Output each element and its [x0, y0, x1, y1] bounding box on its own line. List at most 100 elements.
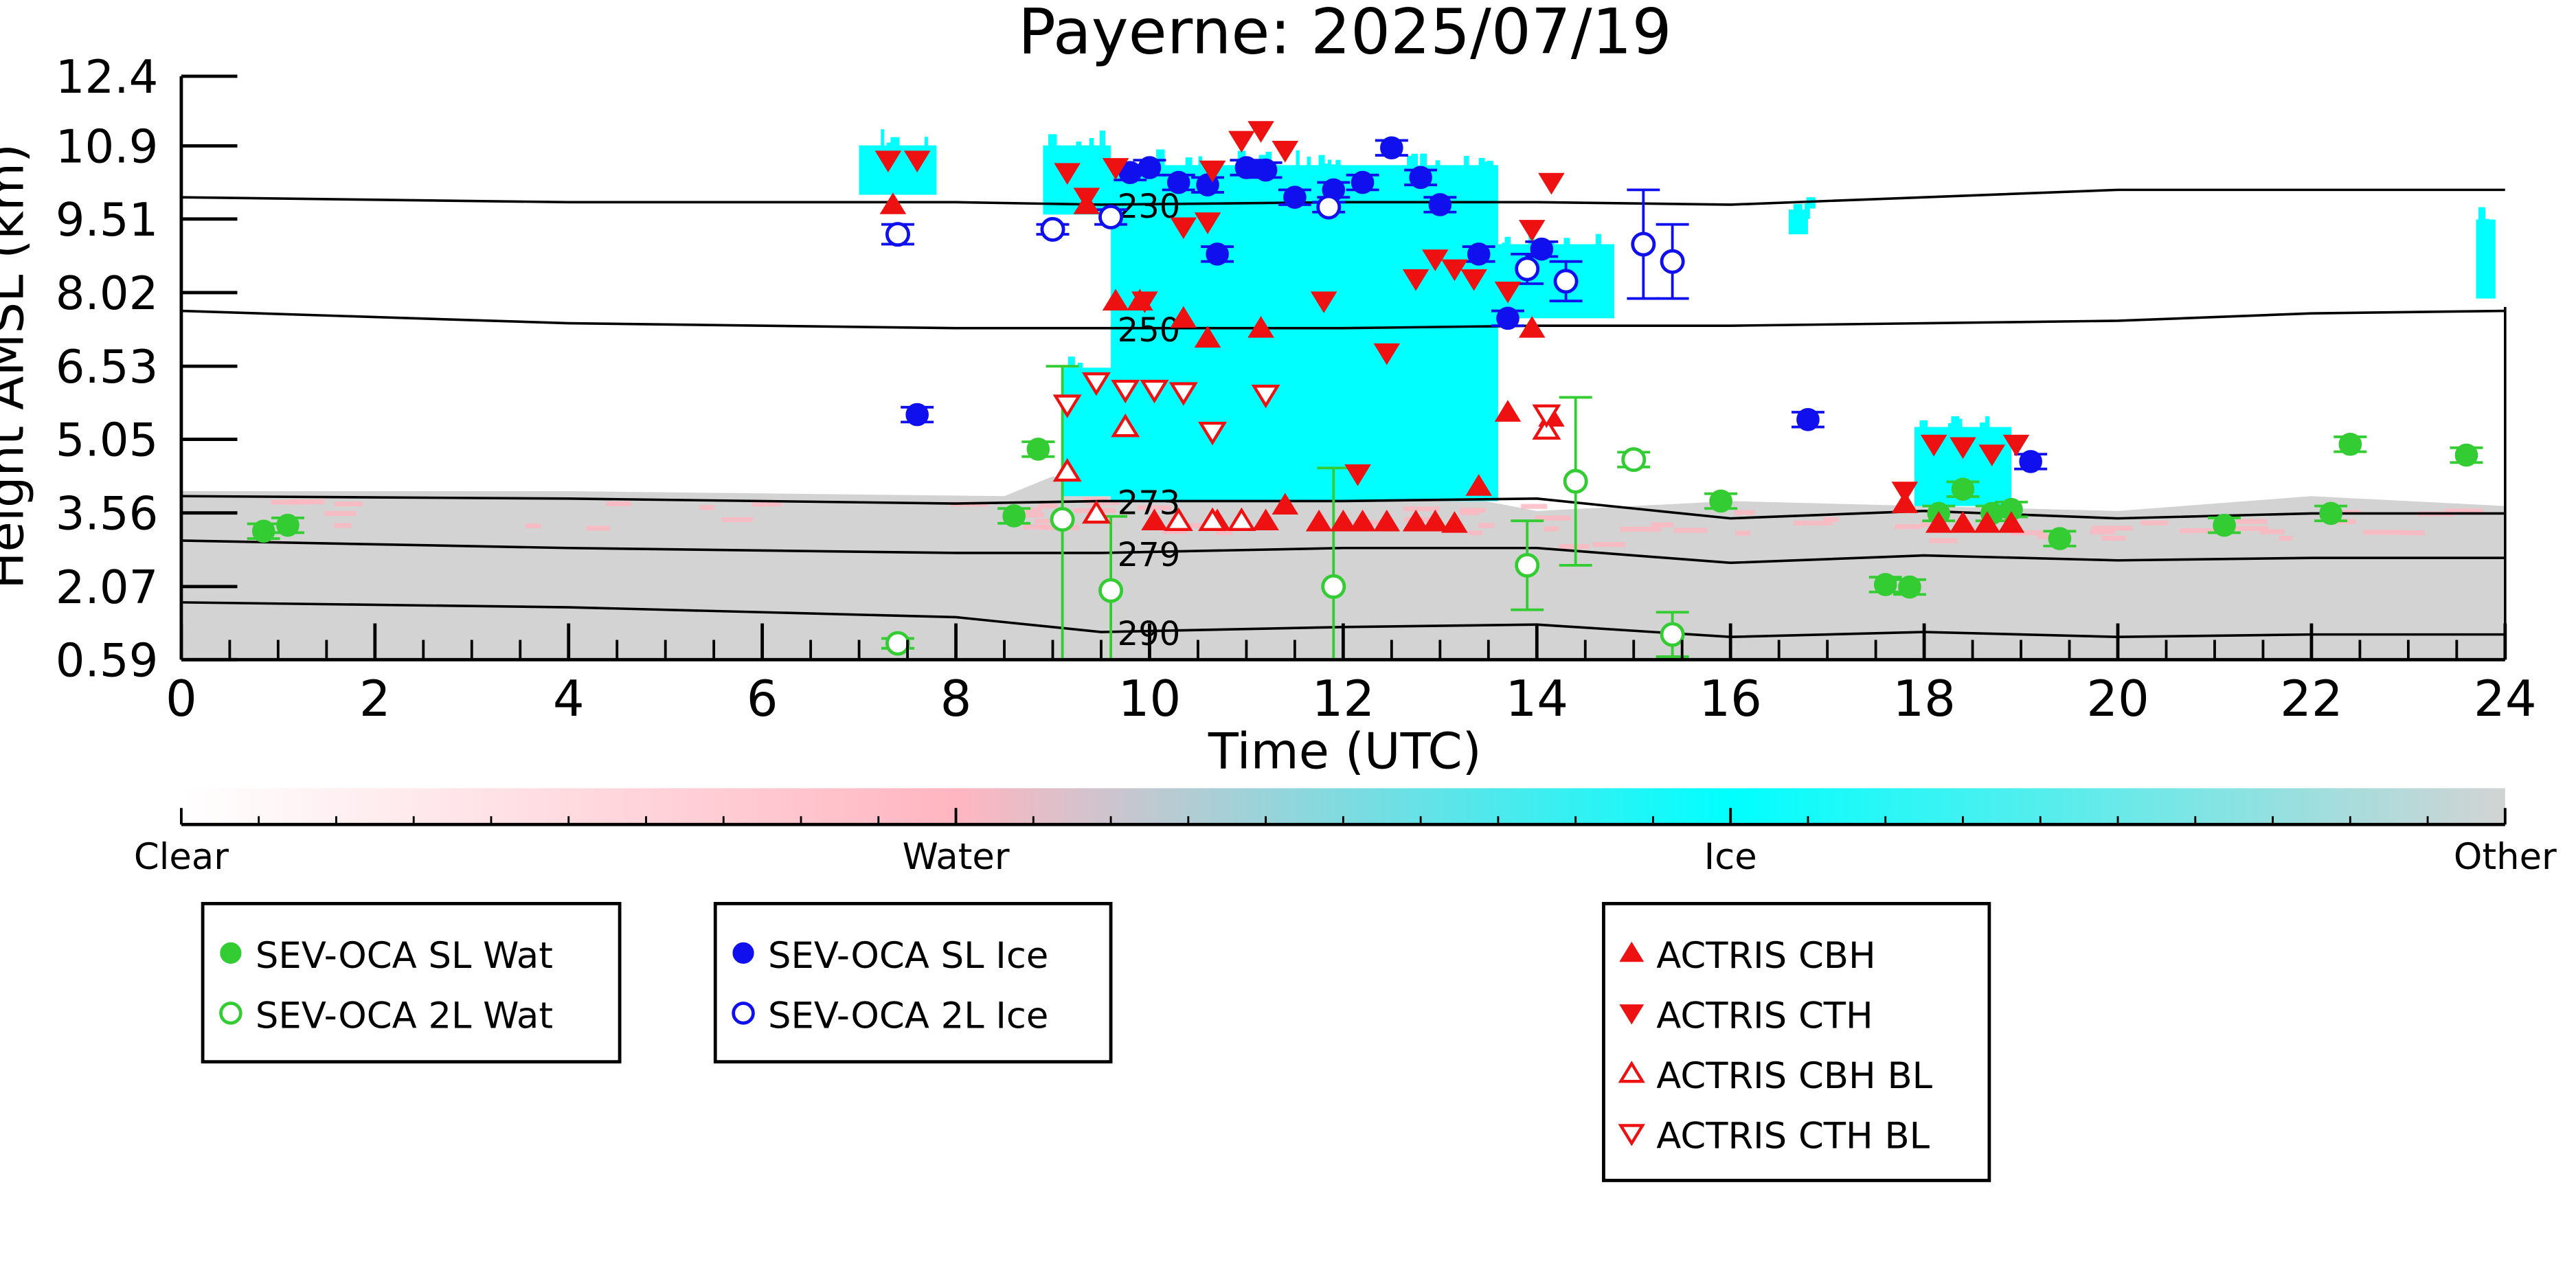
- data-point: [1138, 156, 1162, 179]
- data-point: [1194, 326, 1221, 348]
- ice-streak: [1198, 156, 1203, 233]
- legend-marker: [732, 1002, 755, 1025]
- colorbar: Clear Water Ice Other: [134, 788, 2557, 878]
- ice-streak: [1265, 151, 1272, 166]
- ice-streak: [1185, 157, 1193, 184]
- chart-title: Payerne: 2025/07/19: [1018, 0, 1672, 68]
- y-tick-label: 12.4: [56, 50, 159, 104]
- water-class-patch: [1673, 528, 1708, 533]
- series-sev-oca-sl-wat: [247, 432, 2483, 655]
- data-point: [251, 519, 275, 543]
- water-class-patch: [334, 523, 352, 528]
- data-point: [1140, 379, 1169, 404]
- y-tick-label: 9.51: [56, 193, 159, 247]
- x-tick-label: 24: [2474, 670, 2537, 727]
- ice-streak: [1099, 131, 1105, 159]
- colorbar-label: Ice: [1704, 836, 1757, 878]
- data-point: [1081, 372, 1111, 396]
- data-point: [1631, 231, 1656, 257]
- data-point: [2048, 527, 2072, 550]
- data-point: [1199, 160, 1226, 183]
- data-point: [885, 631, 910, 656]
- data-point: [1111, 413, 1140, 438]
- ice-streak: [1113, 161, 1120, 221]
- ice-streak: [1504, 236, 1511, 251]
- ice-streak: [892, 142, 899, 159]
- data-point: [1141, 508, 1168, 531]
- legend-label: SEV-OCA SL Wat: [256, 935, 553, 977]
- water-class-patch: [1822, 517, 1839, 522]
- ice-streak: [1237, 150, 1246, 249]
- legend-box-1: SEV-OCA SL Wat SEV-OCA 2L Wat: [201, 901, 622, 1064]
- x-tick-label: 8: [940, 670, 972, 727]
- water-class-patch: [721, 517, 754, 523]
- data-point: [1168, 382, 1198, 406]
- ice-streak: [1318, 155, 1325, 170]
- data-point: [1052, 457, 1082, 482]
- data-point: [1518, 315, 1546, 338]
- series-actris-cth-bl: [1052, 372, 1561, 446]
- data-point: [1040, 216, 1065, 242]
- data-point: [905, 403, 929, 427]
- isotherm-label: 279: [1118, 536, 1181, 574]
- water-class-patch: [1017, 512, 1044, 518]
- data-point: [1251, 385, 1280, 409]
- water-class-patch: [1403, 506, 1440, 512]
- legend-label: ACTRIS CBH: [1656, 935, 1875, 977]
- other-class-region: [181, 476, 2505, 660]
- isotherm-line: [181, 188, 2505, 206]
- data-point: [1073, 188, 1100, 210]
- legend-label: SEV-OCA 2L Wat: [256, 995, 553, 1037]
- data-point: [1925, 511, 1952, 533]
- ice-streak: [1076, 142, 1082, 156]
- data-point: [874, 150, 902, 172]
- data-point: [1247, 121, 1274, 143]
- ice-streak: [890, 137, 900, 148]
- ice-streak: [2478, 207, 2485, 230]
- data-point: [1532, 404, 1561, 429]
- water-class-patch: [2140, 520, 2169, 526]
- cloud-height-series: [247, 121, 2483, 660]
- data-point: [1380, 136, 1403, 160]
- data-point: [1496, 306, 1519, 330]
- x-tick-label: 22: [2280, 670, 2343, 727]
- data-point: [276, 513, 300, 537]
- data-point: [1898, 575, 1921, 599]
- legend-marker: [1619, 941, 1645, 962]
- data-point: [1873, 573, 1897, 596]
- data-point: [2019, 450, 2042, 473]
- x-tick-label: 14: [1505, 670, 1568, 727]
- ice-streak: [1270, 163, 1277, 200]
- water-class-patch: [324, 510, 357, 517]
- water-class-patch: [1083, 497, 1108, 502]
- data-point: [1373, 509, 1401, 532]
- water-class-patch: [1929, 538, 1958, 543]
- data-point: [1330, 509, 1357, 532]
- y-tick-label: 5.05: [56, 414, 159, 467]
- data-point: [1621, 447, 1647, 473]
- legend-label: SEV-OCA 2L Ice: [768, 995, 1048, 1037]
- data-point: [2002, 434, 2030, 457]
- x-tick-label: 20: [2086, 670, 2149, 727]
- data-point: [1050, 507, 1075, 532]
- water-class-patch: [1734, 510, 1755, 515]
- data-point: [1950, 511, 1976, 533]
- ice-streak: [1296, 150, 1300, 191]
- water-class-patch: [1460, 510, 1480, 515]
- data-point: [1402, 269, 1430, 291]
- data-point: [1518, 220, 1546, 242]
- data-point: [1247, 315, 1274, 338]
- data-point: [1321, 574, 1346, 599]
- x-tick-label: 18: [1893, 670, 1956, 727]
- legend-label: ACTRIS CBH BL: [1656, 1055, 1932, 1097]
- ice-streak: [924, 137, 928, 149]
- water-class-patch: [1592, 542, 1626, 547]
- ice-streak: [1502, 242, 1506, 259]
- ice-streak: [1804, 203, 1810, 219]
- ice-streak: [1484, 161, 1488, 200]
- ice-streak: [1407, 155, 1414, 166]
- ice-streak: [1951, 416, 1960, 427]
- data-point: [1796, 407, 1820, 431]
- data-point: [1441, 511, 1468, 533]
- data-point: [1530, 237, 1554, 261]
